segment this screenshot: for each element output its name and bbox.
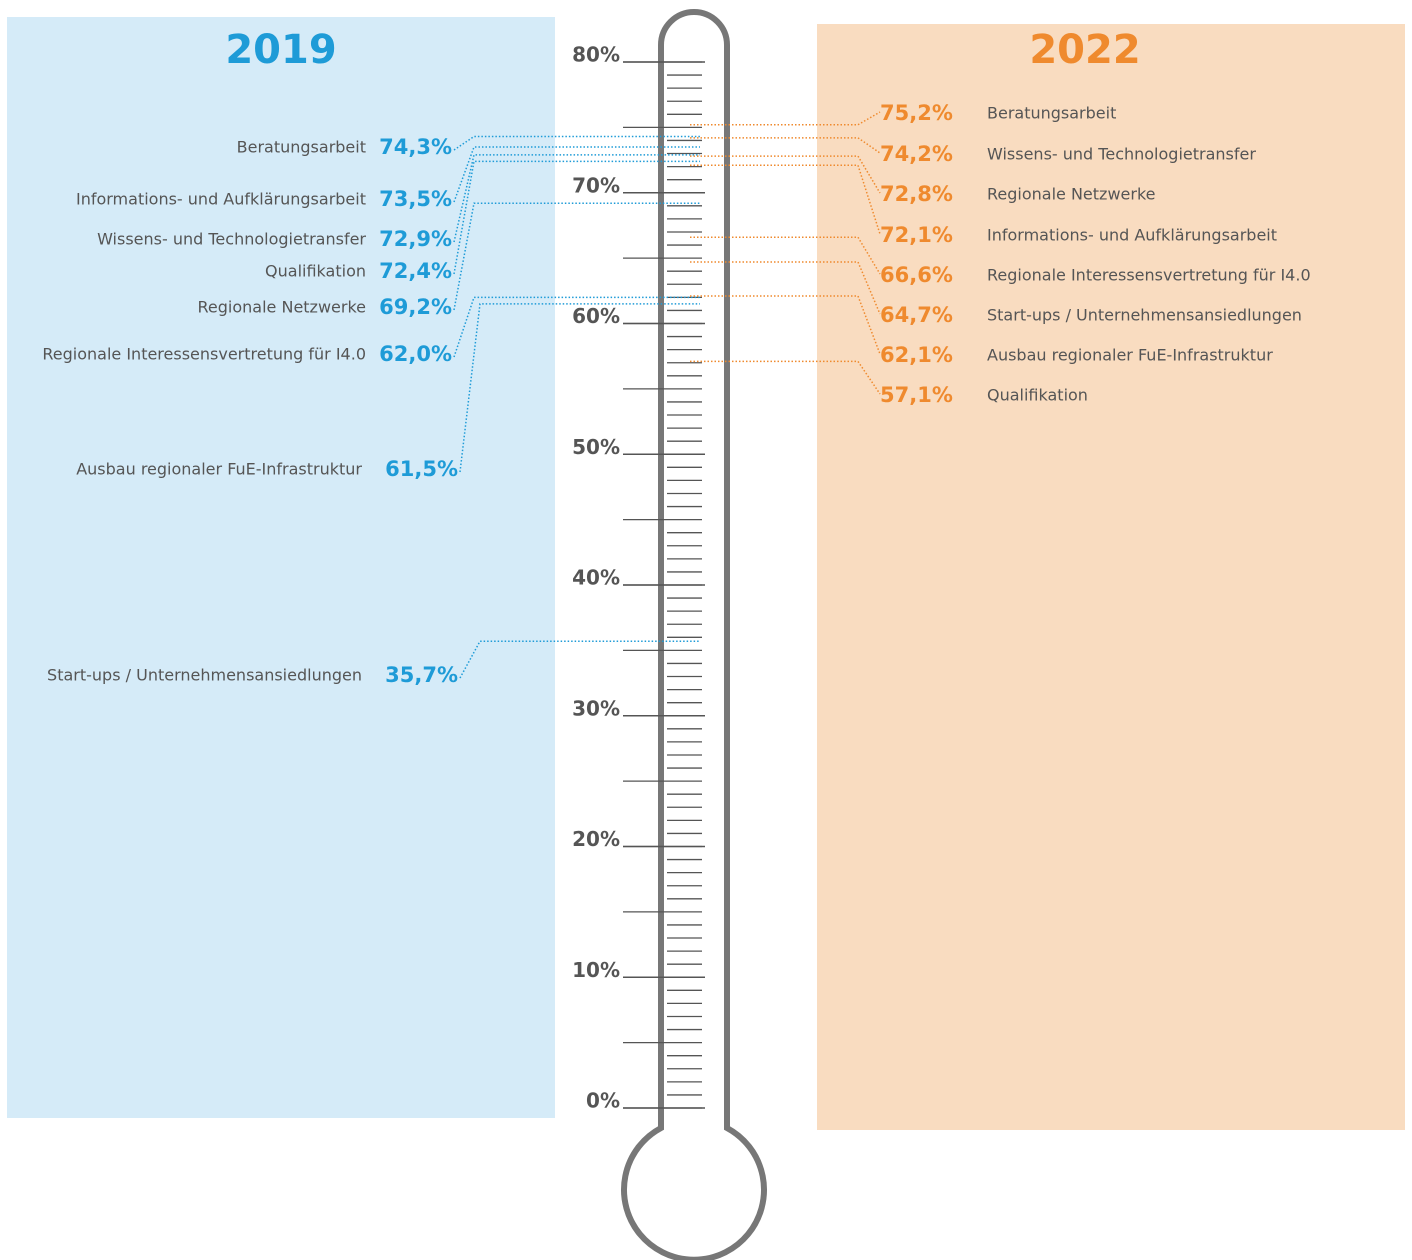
y-tick-label: 60%	[572, 304, 620, 328]
category-label: Start-ups / Unternehmensansiedlungen	[987, 306, 1302, 325]
value-label: 72,9%	[379, 227, 452, 251]
value-label: 62,1%	[880, 343, 953, 367]
y-tick-label: 0%	[586, 1089, 620, 1113]
series-title: 2022	[1029, 27, 1140, 73]
category-label: Start-ups / Unternehmensansiedlungen	[47, 666, 362, 685]
value-label: 61,5%	[385, 457, 458, 481]
y-tick-label: 20%	[572, 827, 620, 851]
leader-line	[459, 303, 700, 473]
category-label: Beratungsarbeit	[987, 104, 1116, 123]
leader-line	[453, 135, 700, 151]
category-label: Regionale Netzwerke	[987, 185, 1155, 204]
value-label: 35,7%	[385, 663, 458, 687]
category-label: Regionale Interessensvertretung für I4.0	[987, 266, 1311, 285]
value-label: 73,5%	[379, 187, 452, 211]
value-label: 75,2%	[880, 101, 953, 125]
category-label: Wissens- und Technologietransfer	[987, 145, 1256, 164]
value-label: 62,0%	[379, 342, 452, 366]
leader-line	[690, 360, 881, 395]
y-tick-label: 30%	[572, 696, 620, 720]
value-label: 72,8%	[880, 182, 953, 206]
y-tick-label: 40%	[572, 566, 620, 590]
panel-2019	[7, 17, 555, 1118]
leader-line	[690, 295, 881, 355]
value-label: 72,1%	[880, 223, 953, 247]
value-label: 64,7%	[880, 303, 953, 327]
leader-line	[453, 296, 700, 358]
category-label: Wissens- und Technologietransfer	[97, 230, 366, 249]
value-label: 57,1%	[880, 383, 953, 407]
category-label: Beratungsarbeit	[237, 138, 366, 157]
category-label: Ausbau regionaler FuE-Infrastruktur	[76, 460, 362, 479]
value-label: 74,3%	[379, 135, 452, 159]
y-tick-label: 50%	[572, 435, 620, 459]
leader-line	[690, 111, 881, 126]
thermometer	[621, 9, 767, 1260]
value-label: 72,4%	[379, 259, 452, 283]
value-label: 74,2%	[880, 142, 953, 166]
y-tick-label: 70%	[572, 173, 620, 197]
category-label: Informations- und Aufklärungsarbeit	[76, 190, 366, 209]
leader-line	[453, 202, 700, 311]
panel-2022	[817, 24, 1405, 1130]
value-label: 66,6%	[880, 263, 953, 287]
category-label: Qualifikation	[265, 262, 366, 281]
value-label: 69,2%	[379, 295, 452, 319]
leader-line	[690, 155, 881, 194]
category-label: Ausbau regionaler FuE-Infrastruktur	[987, 346, 1273, 365]
leader-line	[690, 164, 881, 235]
category-label: Regionale Netzwerke	[198, 298, 366, 317]
series-title: 2019	[225, 27, 336, 73]
leader-line	[690, 236, 881, 275]
category-label: Informations- und Aufklärungsarbeit	[987, 226, 1277, 245]
category-label: Qualifikation	[987, 386, 1088, 405]
category-label: Regionale Interessensvertretung für I4.0	[42, 345, 366, 364]
y-tick-label: 10%	[572, 958, 620, 982]
leader-line	[690, 261, 881, 315]
y-tick-label: 80%	[572, 43, 620, 67]
leader-line	[690, 137, 881, 154]
